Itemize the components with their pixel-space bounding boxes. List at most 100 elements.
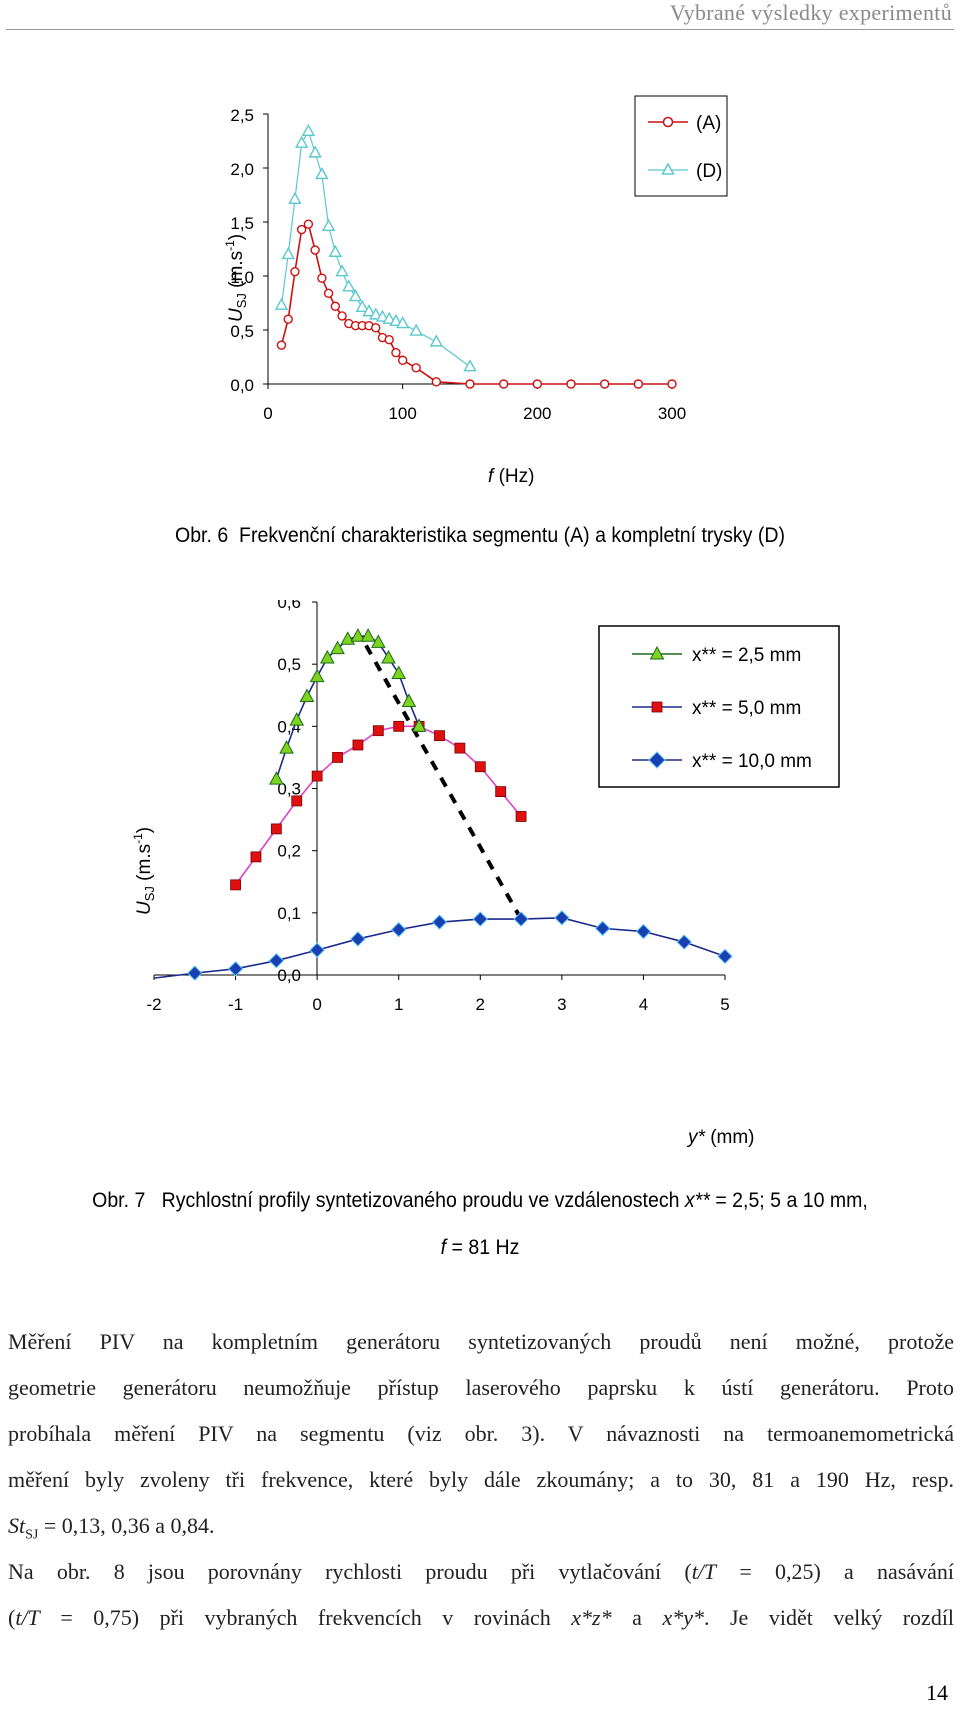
fig6-series-d-point	[274, 297, 289, 310]
fig7-series-2-point	[230, 879, 241, 891]
fig7-series-3-point	[268, 952, 285, 969]
para2-plane-1: x*z*	[571, 1605, 612, 1630]
fig7-series-2-point	[372, 725, 384, 737]
fig6-series-a-point	[283, 314, 293, 324]
fig6-y-tick-label: 2,5	[230, 106, 254, 125]
fig7-caption-var: x**	[684, 1189, 710, 1212]
fig7-series	[153, 628, 733, 981]
fig7-caption-text: Rychlostní profily syntetizovaného proud…	[161, 1189, 680, 1212]
fig7-series-3-point	[350, 931, 366, 947]
fig7-x-tick-label: -2	[146, 995, 161, 1014]
fig6-x-tick-label: 0	[263, 404, 272, 423]
para2-tT-2: t/T	[15, 1605, 40, 1630]
para2-a: a	[632, 1605, 642, 1630]
fig6-series	[274, 123, 677, 389]
fig7-x-tick-label: 0	[312, 995, 321, 1014]
fig6-series-d-point	[369, 307, 383, 320]
fig6-series-d-point	[288, 191, 302, 205]
fig7-series-3-point	[227, 961, 244, 977]
fig7-x-tick-label: 4	[639, 995, 648, 1014]
fig6-series-a-point	[310, 245, 320, 255]
body-line: Měření PIV na kompletním generátoru synt…	[8, 1329, 954, 1354]
fig7-caption-prefix: Obr. 7	[92, 1189, 146, 1212]
figure-7-caption-line2: f = 81 Hz	[34, 1236, 927, 1260]
fig6-series-a-point	[330, 301, 341, 311]
fig7-x-tick-label: 5	[720, 995, 729, 1014]
fig6-series-a-point	[391, 347, 401, 358]
fig6-series-a-point	[317, 273, 327, 283]
fig7-y-tick-label: 0,1	[277, 904, 301, 923]
fig7-series-2-line	[234, 725, 522, 886]
fig7-legend-marker-3	[648, 751, 666, 769]
fig7-series-2-point	[332, 752, 343, 763]
fig6-caption-text: Frekvenční charakteristika segmentu (A) …	[239, 524, 785, 547]
fig6-series-d-point	[409, 323, 423, 336]
fig6-axes: 0,0 0,5 1,0 1,5 2,0 2,5 0 100 200 300	[230, 106, 686, 423]
fig7-series-3-point	[594, 920, 611, 937]
fig7-series-1-point	[319, 649, 335, 664]
fig7-axes: 0,00,10,20,30,40,50,6-2 -1 0 1 2 3 4 5	[146, 600, 729, 1014]
para2-mid: = 0,75) při vybraných frekvencích v rovi…	[60, 1605, 551, 1630]
fig6-series-a-point	[323, 288, 334, 298]
figure-6-chart: 0,0 0,5 1,0 1,5 2,0 2,5 0 100 200 300 USJ (m.s-1)…	[223, 95, 728, 487]
fig7-series-3-point	[309, 942, 325, 958]
fig6-y-tick-label: 2,0	[230, 160, 254, 179]
fig6-series-a-point	[411, 363, 421, 373]
fig7-series-2-point	[434, 730, 445, 742]
fig7-legend-label-2: x** = 5,0 mm	[692, 698, 801, 719]
fig7-series-1-point	[360, 628, 376, 642]
fig6-series-d-point	[395, 316, 410, 329]
fig7-series-2-point	[515, 811, 527, 822]
body-line: (t/T = 0,75) při vybraných frekvencích v…	[8, 1595, 954, 1641]
fig6-series-d-point	[315, 167, 329, 180]
para2-start: Na obr. 8 jsou porovnány rychlosti proud…	[8, 1559, 692, 1584]
fig6-series-a-point	[384, 335, 394, 345]
fig7-legend: x** = 2,5 mm x** = 5,0 mm x** = 10,0 mm	[598, 625, 840, 788]
fig6-series-a-point	[290, 266, 300, 277]
st-var: St	[8, 1513, 26, 1538]
fig7-series-3-point	[431, 914, 448, 930]
fig7-series-1-point	[309, 668, 325, 683]
fig7-series-2-point	[454, 742, 466, 754]
body-paragraph-1: Měření PIV na kompletním generátoru synt…	[8, 1319, 954, 1558]
body-line: geometrie generátoru neumožňuje přístup …	[8, 1375, 954, 1400]
fig6-series-a-point	[633, 379, 644, 389]
fig6-y-tick-label: 1,0	[230, 268, 254, 287]
page-number: 14	[926, 1680, 948, 1705]
fig7-series-2-point	[250, 851, 262, 863]
fig7-series-3-point	[635, 923, 652, 940]
para2-tT-1: t/T	[691, 1559, 717, 1584]
st-sub: SJ	[25, 1527, 39, 1543]
fig7-caption-rest: = 2,5; 5 a 10 mm,	[715, 1189, 868, 1212]
fig6-legend-marker-a	[662, 116, 674, 128]
fig7-x-tick-label: 3	[557, 995, 566, 1014]
fig7-series-1-point	[411, 718, 427, 732]
fig7-series-1-point	[299, 688, 315, 702]
fig7-series-2-point	[495, 786, 507, 798]
para2-plane-2: x*y*	[662, 1605, 704, 1630]
fig7-series-3-point	[554, 910, 570, 926]
fig6-series-d-point	[301, 123, 316, 136]
fig7-series-1-point	[391, 665, 407, 679]
fig6-series-a-point	[532, 379, 543, 389]
fig6-legend-box	[634, 95, 728, 197]
fig7-legend-label-3: x** = 10,0 mm	[692, 751, 812, 772]
fig7-series-1-point	[269, 771, 284, 785]
fig7-y-tick-label: 0,6	[277, 600, 301, 612]
fig6-xlabel: f (Hz)	[488, 466, 534, 487]
fig7-y-tick-label: 0,2	[277, 842, 301, 861]
fig6-series-d-point	[342, 279, 356, 292]
fig6-x-tick-label: 200	[523, 404, 551, 423]
fig6-legend-label-a: (A)	[696, 113, 721, 134]
fig7-caption-f: f	[440, 1236, 447, 1259]
fig6-series-d-point	[463, 359, 477, 372]
fig6-series-a-point	[296, 224, 307, 235]
fig6-series-d-point	[355, 299, 369, 313]
fig6-legend-label-d: (D)	[696, 161, 722, 182]
fig7-series-1-point	[350, 628, 366, 642]
fig6-series-a-line	[280, 222, 672, 385]
fig6-series-a-point	[498, 379, 509, 389]
fig7-x-tick-label: 2	[476, 995, 485, 1014]
fig7-series-3-point	[472, 911, 488, 927]
